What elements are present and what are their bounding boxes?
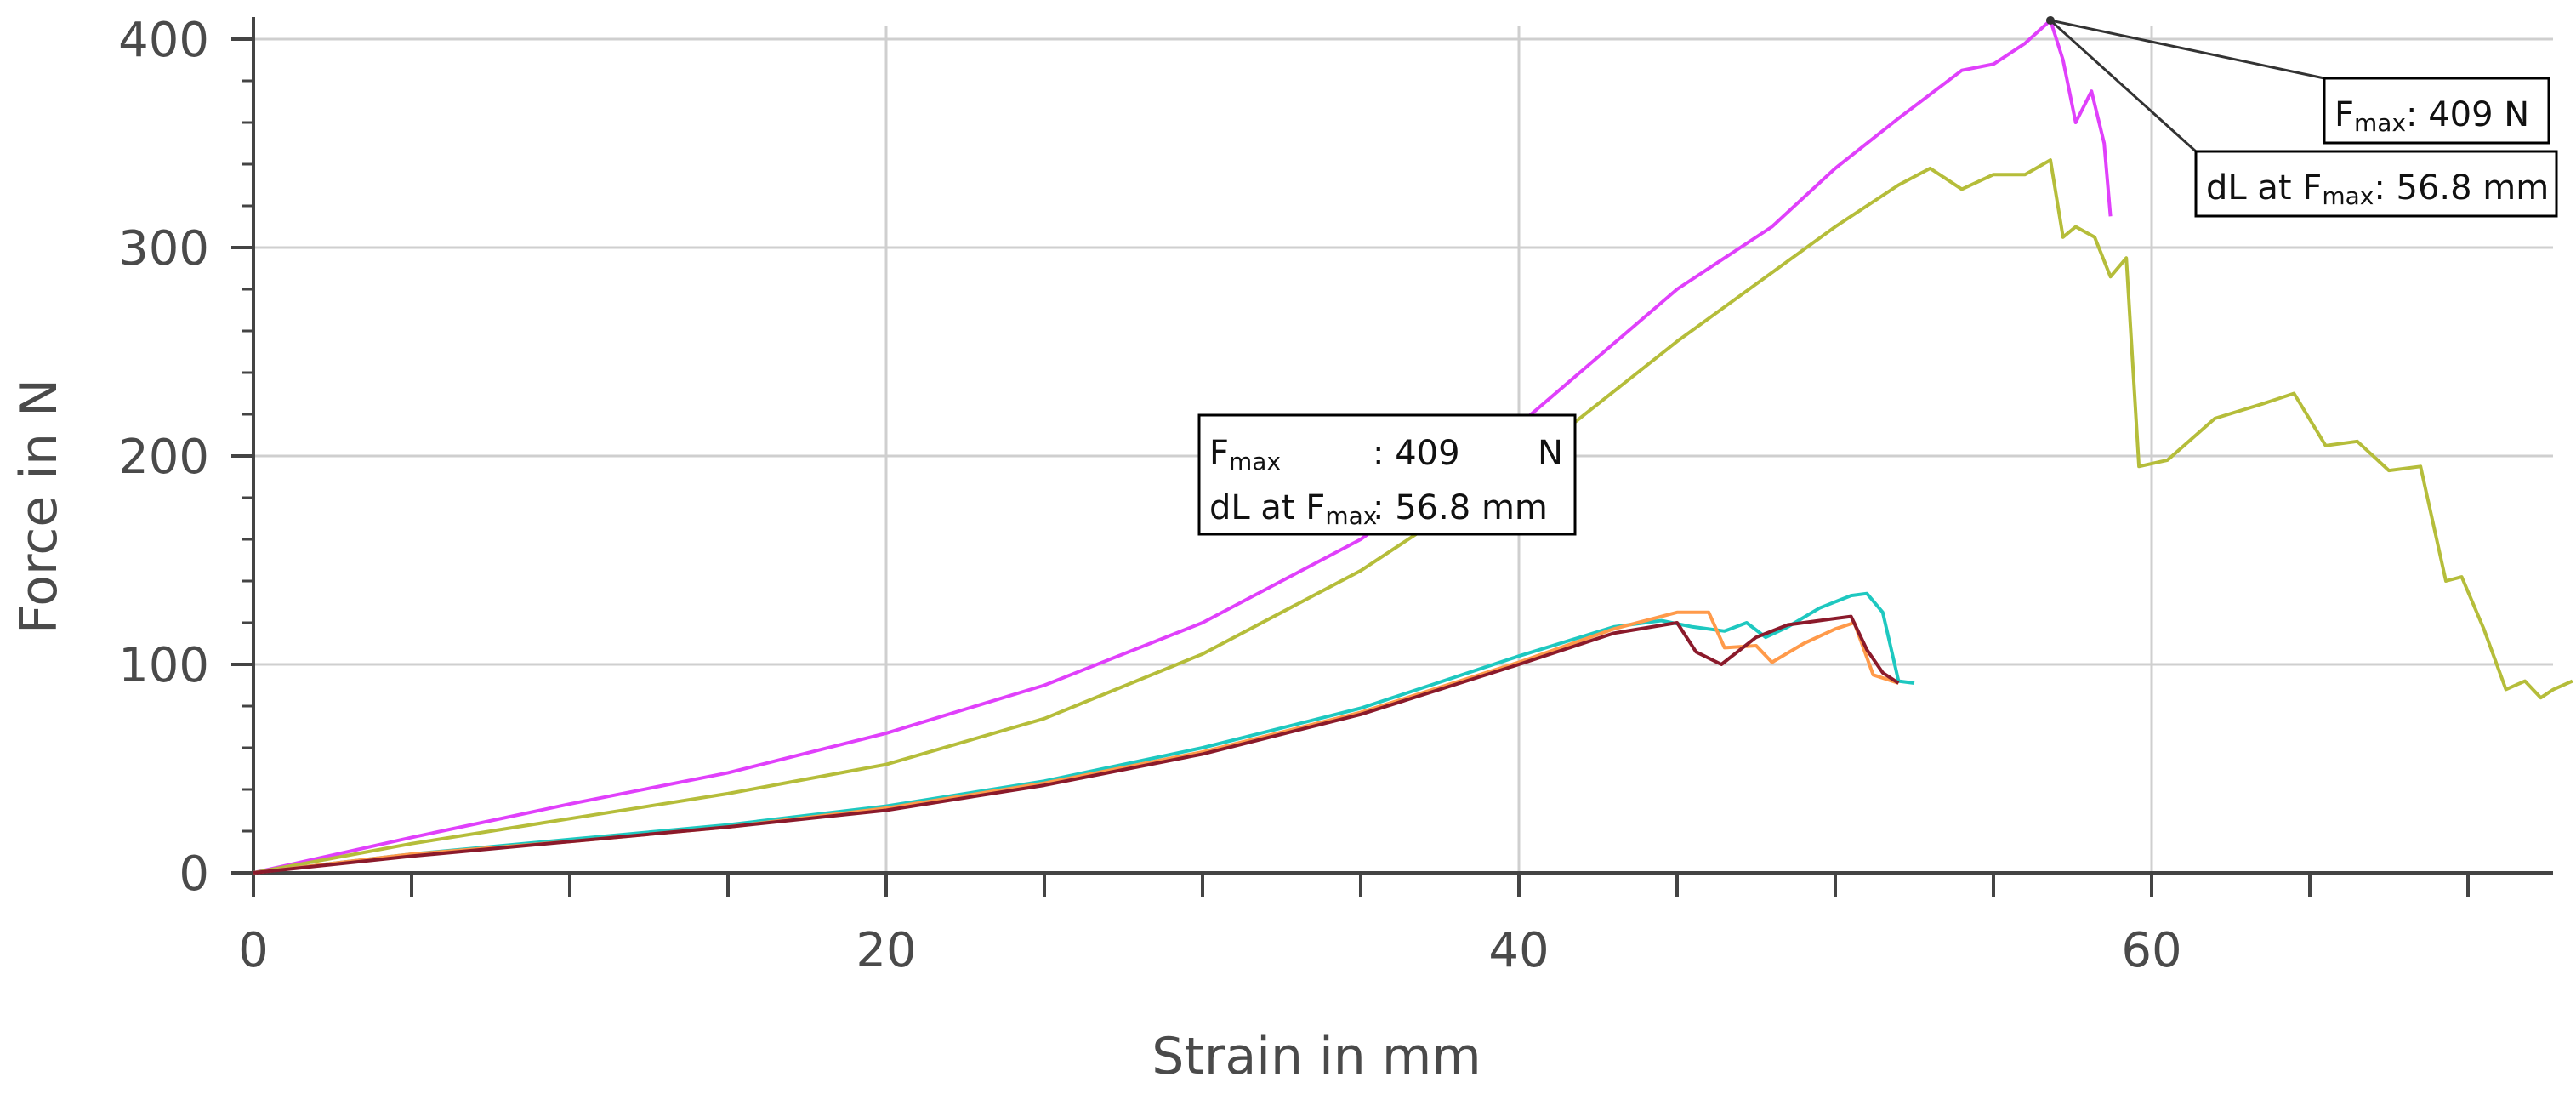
series-group bbox=[253, 18, 2573, 875]
annotation-leaders bbox=[2045, 15, 2325, 153]
series-line-1 bbox=[253, 18, 2113, 875]
y-axis-title: Force in N bbox=[9, 379, 69, 634]
fmax-value: : 409 bbox=[1373, 434, 1460, 473]
axis-ticks: 0 20 40 60 0 100 200 300 400 bbox=[118, 13, 2470, 978]
fmax-callout-text: Fmax: 409 N bbox=[2334, 95, 2529, 137]
y-tick-label: 100 bbox=[118, 638, 209, 693]
fmax-peak-point bbox=[2045, 15, 2055, 25]
annotation-frame bbox=[1197, 413, 1577, 536]
y-tick-label: 400 bbox=[118, 13, 209, 68]
x-axis-title: Strain in mm bbox=[1152, 1027, 1481, 1086]
x-tick-label: 20 bbox=[856, 923, 916, 978]
dl-value: : 56.8 mm bbox=[1373, 488, 1548, 527]
x-tick-label: 40 bbox=[1488, 923, 1549, 978]
y-tick-label: 300 bbox=[118, 221, 209, 276]
fmax-label: Fmax bbox=[1209, 434, 1281, 476]
fmax-unit: N bbox=[1538, 434, 1563, 473]
axes bbox=[252, 17, 2553, 875]
dl-callout-frame bbox=[2194, 150, 2558, 218]
series-line-4 bbox=[253, 610, 1900, 875]
x-tick-label: 60 bbox=[2121, 923, 2181, 978]
dl-leader-line bbox=[2049, 19, 2198, 153]
y-tick-label: 200 bbox=[118, 430, 209, 485]
x-tick-label: 0 bbox=[238, 923, 269, 978]
y-tick-label: 0 bbox=[179, 846, 209, 902]
series-line-5 bbox=[253, 614, 1900, 875]
series-line-2 bbox=[253, 158, 2573, 875]
fmax-callout-frame bbox=[2323, 77, 2550, 145]
fmax-leader-line bbox=[2050, 19, 2325, 80]
dl-label: dL at Fmax bbox=[1209, 488, 1377, 530]
fmax-callout-top: Fmax: 409 N dL at Fmax: 56.8 mm bbox=[2194, 77, 2558, 218]
fmax-annotation-box: Fmax : 409 N dL at Fmax : 56.8 mm bbox=[1197, 413, 1577, 536]
dl-callout-text: dL at Fmax: 56.8 mm bbox=[2206, 168, 2549, 210]
